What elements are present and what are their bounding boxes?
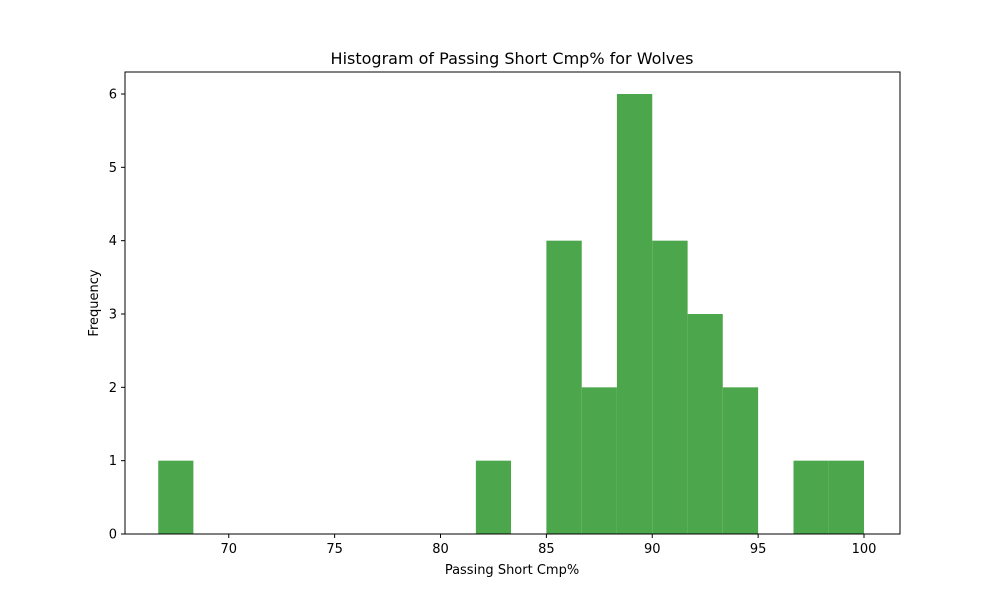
x-tick-label: 95: [750, 542, 767, 557]
x-axis-title: Passing Short Cmp%: [445, 563, 579, 578]
y-tick-label: 4: [109, 234, 117, 249]
y-tick-label: 5: [109, 161, 117, 176]
histogram-bar-13: [616, 94, 653, 534]
histogram-bar-16: [722, 387, 759, 534]
y-tick-label: 3: [109, 308, 117, 323]
x-tick-label: 75: [326, 542, 343, 557]
histogram-bar-14: [652, 240, 688, 534]
y-tick-label: 6: [109, 88, 117, 103]
histogram-bar-11: [546, 240, 582, 534]
x-tick-label: 100: [852, 542, 877, 557]
x-tick-label: 85: [538, 542, 555, 557]
plot-frame: [124, 71, 901, 535]
histogram-bar-18: [793, 460, 829, 534]
y-tick-label: 1: [109, 454, 117, 469]
y-axis-ticks: 0 1 2 3 4 5 6: [109, 88, 125, 543]
chart-title: Histogram of Passing Short Cmp% for Wolv…: [331, 49, 694, 68]
y-tick-label: 2: [109, 381, 117, 396]
histogram-bar-9: [475, 460, 512, 534]
histogram-bar-12: [581, 387, 617, 534]
x-tick-label: 80: [432, 542, 449, 557]
y-tick-label: 0: [109, 528, 117, 543]
x-axis-ticks: 70 75 80 85 90 95 100: [220, 534, 876, 557]
histogram-bar-19: [828, 460, 865, 534]
y-axis-title: Frequency: [87, 269, 102, 336]
histogram-bar-15: [687, 314, 723, 534]
x-tick-label: 90: [644, 542, 661, 557]
x-tick-label: 70: [220, 542, 237, 557]
bars-group: [158, 94, 865, 534]
histogram-bar-0: [158, 460, 194, 534]
